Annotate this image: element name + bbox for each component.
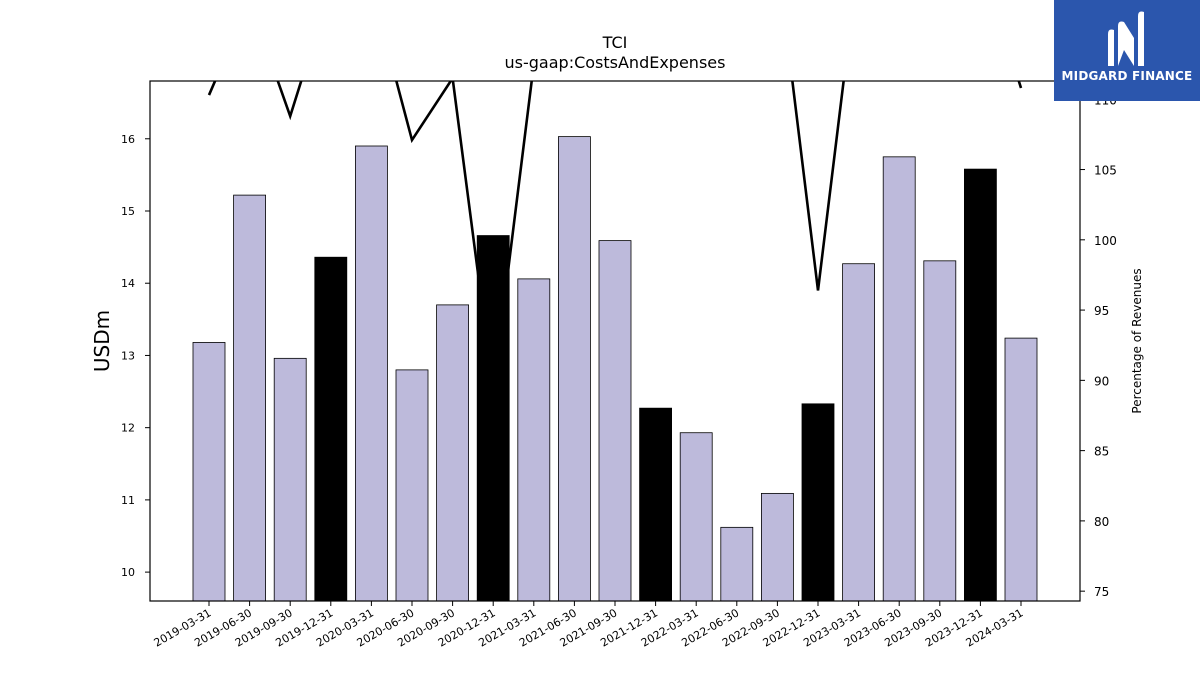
bar-2019-09-30 [273,357,307,602]
y2-tick-label: 85 [1094,445,1109,459]
chart-subtitle: us-gaap:CostsAndExpenses [505,53,726,72]
bar-2021-06-30 [558,136,591,602]
bar-2023-12-31 [964,168,997,602]
bar-2022-09-30 [761,492,794,602]
bar-group [192,136,1038,602]
midgard-finance-logo: MIDGARD FINANCE [1054,0,1200,101]
logo-mark-icon [1108,11,1144,66]
y-tick-label: 10 [121,566,135,579]
y-axis-left: 10 11 12 13 14 15 16 [121,133,150,579]
bar-2019-12-31 [314,256,348,602]
y-tick-label: 15 [121,205,135,218]
bar-2023-03-31 [842,263,875,602]
y-axis-right-label: Percentage of Revenues [1130,268,1144,413]
bar-2021-12-31 [639,407,672,602]
y2-tick-label: 100 [1094,234,1117,248]
bar-2023-06-30 [882,156,916,602]
y-tick-label: 13 [121,349,135,362]
bar-2021-03-31 [517,278,551,602]
bar-2021-09-30 [598,240,632,602]
y2-tick-label: 105 [1094,164,1117,178]
y2-tick-label: 75 [1094,585,1109,599]
y2-tick-label: 95 [1094,304,1109,318]
y-tick-label: 16 [121,133,135,146]
x-axis: 2019-03-312019-06-302019-09-302019-12-31… [152,601,1026,650]
y-axis-left-label: USDm [90,310,114,372]
y-tick-label: 14 [121,277,135,290]
y-axis-right: 7580859095100105110 [1080,93,1117,599]
bar-2022-12-31 [801,403,835,602]
bar-2020-06-30 [395,369,429,602]
bar-2022-06-30 [720,526,754,602]
bar-2020-03-31 [354,145,388,602]
bar-2023-09-30 [923,260,957,602]
y-tick-label: 11 [121,494,135,507]
y-tick-label: 12 [121,422,135,435]
bar-2020-09-30 [436,304,470,602]
bar-2022-03-31 [679,432,713,602]
bar-2019-03-31 [192,342,226,602]
logo-text: MIDGARD FINANCE [1061,69,1193,83]
bar-2019-06-30 [233,194,267,602]
bar-2024-03-31 [1004,337,1038,602]
y2-tick-label: 80 [1094,515,1109,529]
y2-tick-label: 90 [1094,374,1109,388]
chart-title: TCI [602,33,628,52]
